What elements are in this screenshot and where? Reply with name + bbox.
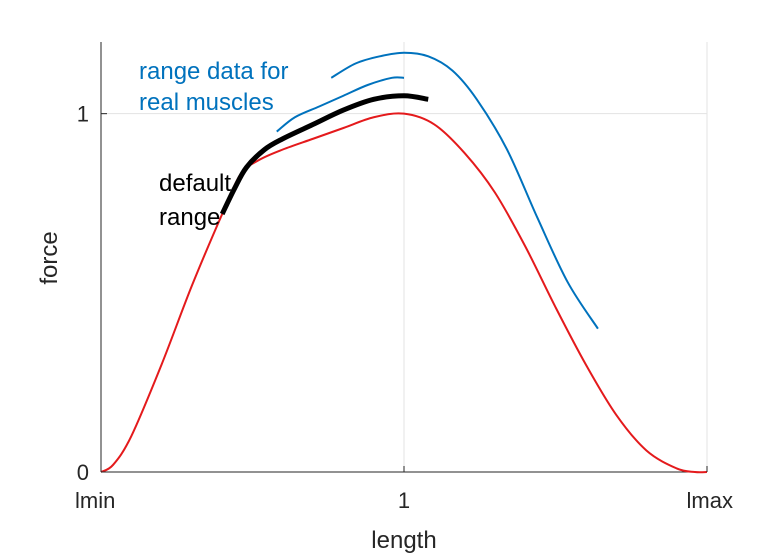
annotation-range-data-line2: real muscles bbox=[139, 89, 274, 116]
series-line-1 bbox=[100, 112, 708, 474]
annotation-range-data-line1: range data for bbox=[139, 58, 288, 85]
y-axis-label: force bbox=[36, 231, 63, 284]
annotation-default-line1: default bbox=[159, 170, 231, 197]
x-tick-label: lmin bbox=[75, 488, 115, 513]
x-tick-label: 1 bbox=[398, 488, 410, 513]
y-tick-label: 0 bbox=[77, 460, 89, 485]
series bbox=[100, 51, 708, 474]
x-axis-label: length bbox=[371, 527, 436, 554]
ticks: lmin 1 lmax 0 1 bbox=[75, 102, 733, 513]
x-tick-label: lmax bbox=[687, 488, 733, 513]
series-line-3 bbox=[276, 76, 405, 133]
series-line-4 bbox=[330, 51, 599, 330]
annotation-default-line2: range bbox=[159, 204, 220, 231]
y-tick-label: 1 bbox=[77, 102, 89, 127]
series-line-2 bbox=[219, 93, 429, 216]
